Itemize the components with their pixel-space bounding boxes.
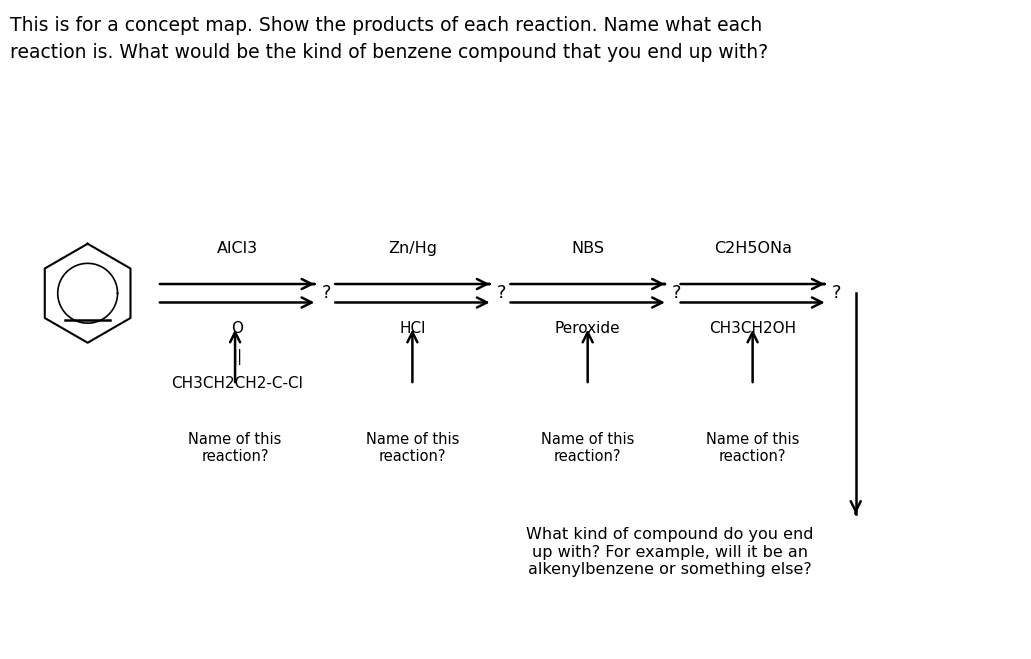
- Text: AlCl3: AlCl3: [217, 241, 258, 256]
- Text: ?: ?: [672, 284, 681, 302]
- Text: Zn/Hg: Zn/Hg: [388, 241, 437, 256]
- Text: NBS: NBS: [571, 241, 604, 256]
- Text: CH3CH2OH: CH3CH2OH: [709, 321, 796, 336]
- Text: Name of this
reaction?: Name of this reaction?: [706, 432, 799, 464]
- Text: reaction is. What would be the kind of benzene compound that you end up with?: reaction is. What would be the kind of b…: [10, 43, 768, 62]
- Text: This is for a concept map. Show the products of each reaction. Name what each: This is for a concept map. Show the prod…: [10, 16, 763, 36]
- Text: ||: ||: [232, 349, 242, 364]
- Text: O: O: [231, 321, 243, 336]
- Text: C2H5ONa: C2H5ONa: [713, 241, 792, 256]
- Text: Name of this
reaction?: Name of this reaction?: [541, 432, 634, 464]
- Text: Peroxide: Peroxide: [555, 321, 621, 336]
- Text: HCl: HCl: [399, 321, 426, 336]
- Text: ?: ?: [322, 284, 331, 302]
- Text: Name of this
reaction?: Name of this reaction?: [189, 432, 281, 464]
- Text: Name of this
reaction?: Name of this reaction?: [366, 432, 459, 464]
- Text: What kind of compound do you end
up with? For example, will it be an
alkenylbenz: What kind of compound do you end up with…: [527, 527, 813, 577]
- Text: CH3CH2CH2-C-Cl: CH3CH2CH2-C-Cl: [171, 376, 303, 391]
- Text: ?: ?: [832, 284, 841, 302]
- Text: ?: ?: [497, 284, 506, 302]
